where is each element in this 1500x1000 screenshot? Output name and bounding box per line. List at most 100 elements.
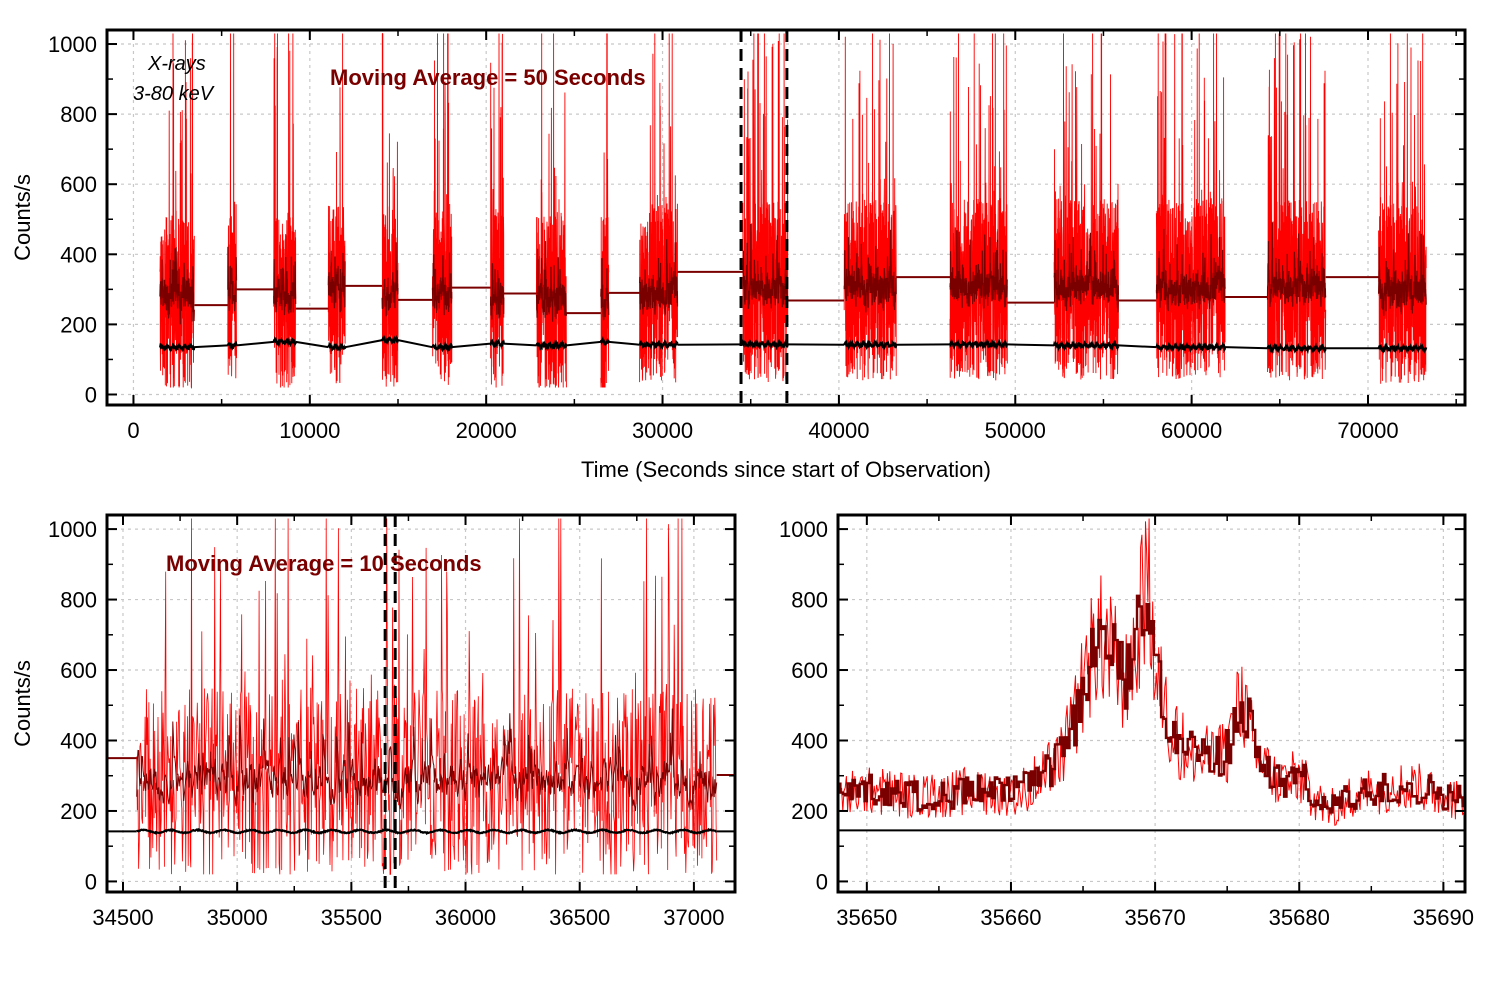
plot-frame [105,28,1467,407]
moving-average-segment [742,223,789,309]
raw-light-curve-segment [1155,33,1226,380]
background-segment [226,340,238,351]
raw-light-curve-segment [1267,33,1327,381]
moving-average-segment [159,247,195,325]
background-segment [272,335,297,348]
raw-light-curve-segment [742,33,789,383]
annotation-text: Moving Average = 50 Seconds [330,65,646,90]
annotation-text: X-rays [147,53,206,75]
background-segment [1266,342,1327,355]
x-tick-label: 37000 [663,905,724,930]
x-tick-label: 10000 [279,418,340,443]
background-segment [381,334,399,346]
x-tick-label: 60000 [1161,418,1222,443]
moving-average-segment [1378,233,1427,316]
y-tick-label: 800 [791,588,828,613]
y-tick-label: 1000 [779,517,828,542]
moving-average-segment [843,229,897,313]
background-level [136,827,717,836]
x-tick-label: 50000 [985,418,1046,443]
x-tick-label: 36000 [435,905,496,930]
plot-area-bottom-left [107,515,735,892]
background-gap-line [295,340,329,349]
y-tick-label: 200 [60,312,97,337]
moving-average-segment [431,252,453,316]
y-axis-label: Counts/s [10,660,35,747]
raw-light-curve-segment [273,33,297,388]
x-axis-label: Time (Seconds since start of Observation… [581,457,991,482]
raw-light-curve-segment [843,33,897,381]
background-segment [327,341,347,353]
raw-light-curve [838,518,1465,826]
y-tick-label: 600 [60,172,97,197]
background-segment [741,338,789,351]
background-gap-line [608,340,640,346]
background-segment [599,335,610,347]
background-gap-line [236,340,274,347]
background-gap-line [344,339,383,349]
y-tick-label: 1000 [48,32,97,57]
moving-average [136,708,718,812]
background-segment [948,338,1009,351]
moving-average-segment [949,230,1008,309]
annotation-text: 3-80 keV [133,83,215,105]
x-tick-label: 35670 [1125,905,1186,930]
moving-average-segment [535,241,567,322]
moving-average-segment [1266,222,1327,308]
background-segment [843,338,898,351]
y-tick-label: 400 [60,242,97,267]
background-segment [535,339,568,351]
plot-area-top [158,30,1428,405]
background-segment [1053,339,1120,352]
panel-bottom-left-zoom: 34500 35000 35500 36000 36500 37000 0 200 400 600… [10,513,737,930]
moving-average-segment [327,250,346,313]
panel-top-full-observation: 0 10000 20000 30000 40000 50000 60000 70000 0 200… [10,28,1467,482]
background-segment [1155,341,1227,354]
moving-average [838,594,1465,814]
plot-frame [836,513,1467,894]
x-tick-label: 36500 [549,905,610,930]
x-tick-label: 35000 [207,905,268,930]
y-tick-label: 800 [60,588,97,613]
x-tick-label: 35690 [1413,905,1474,930]
background-segment [158,342,196,353]
x-tick-label: 35500 [321,905,382,930]
y-tick-label: 400 [791,728,828,753]
x-tick-label: 40000 [808,418,869,443]
raw-light-curve-segment [1053,33,1119,380]
raw-light-curve-segment [227,33,238,379]
x-tick-label: 20000 [456,418,517,443]
moving-average-segment [639,239,679,317]
background-gap-line [1007,343,1055,347]
plot-frame [105,513,737,894]
background-segment [489,338,505,349]
y-tick-label: 200 [60,799,97,824]
background-gap-line [451,342,491,349]
y-tick-label: 0 [85,869,97,894]
background-gap-line [566,340,601,347]
y-tick-label: 800 [60,102,97,127]
background-gap-line [194,344,228,349]
raw-light-curve-segment [535,33,567,388]
moving-average-segment [381,242,399,317]
background-segment [638,338,679,351]
background-segment [431,341,453,353]
moving-average-segment [227,246,238,312]
raw-light-curve-segment [949,33,1008,381]
y-tick-label: 1000 [48,517,97,542]
x-tick-label: 30000 [632,418,693,443]
background-gap-line [1225,346,1268,350]
moving-average-segment [600,258,610,321]
raw-light-curve-segment [1378,33,1427,384]
background-segment [1377,342,1428,355]
annotation-text: Moving Average = 10 Seconds [166,551,482,576]
x-tick-label: 0 [127,418,139,443]
moving-average-segment [1053,232,1119,313]
y-tick-label: 600 [60,658,97,683]
raw-light-curve-segment [639,33,678,383]
y-tick-label: 0 [85,382,97,407]
moving-average-segment [490,263,505,320]
x-tick-label: 34500 [92,905,153,930]
moving-average-segment [1155,228,1226,312]
